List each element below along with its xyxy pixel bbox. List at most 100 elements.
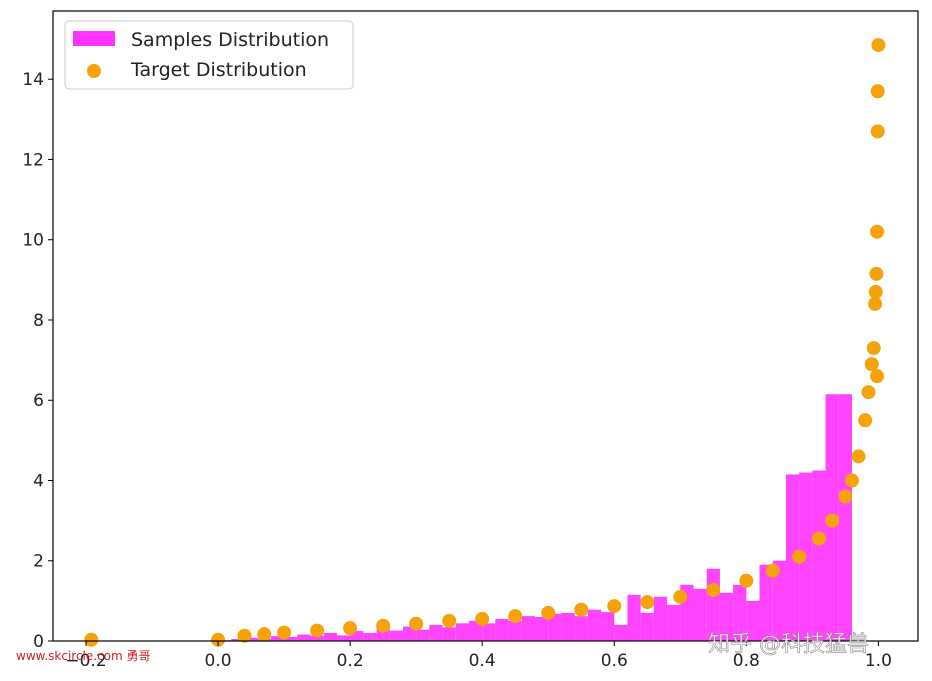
histogram-bar bbox=[627, 594, 641, 641]
histogram-bar bbox=[614, 624, 628, 641]
scatter-point bbox=[640, 595, 655, 610]
scatter-point bbox=[739, 573, 754, 588]
scatter-point bbox=[844, 473, 859, 488]
x-tick-label: −0.2 bbox=[65, 651, 106, 671]
scatter-point bbox=[838, 489, 853, 504]
histogram-bar bbox=[231, 638, 245, 641]
histogram-bar bbox=[653, 596, 668, 641]
y-tick-label: 14 bbox=[22, 70, 44, 90]
y-tick-label: 10 bbox=[22, 231, 44, 251]
scatter-point bbox=[868, 284, 883, 299]
histogram-bar bbox=[363, 632, 377, 641]
histogram-bar bbox=[270, 636, 285, 641]
scatter-point bbox=[870, 84, 885, 99]
scatter-point bbox=[574, 602, 589, 617]
scatter-point bbox=[870, 124, 885, 139]
scatter-point bbox=[871, 38, 886, 53]
scatter-point bbox=[866, 341, 881, 356]
legend-swatch-samples bbox=[73, 31, 115, 46]
histogram-bar bbox=[376, 628, 390, 641]
histogram-bar bbox=[587, 609, 602, 641]
histogram-bar bbox=[719, 592, 734, 641]
scatter-point bbox=[765, 563, 780, 578]
histogram-bar bbox=[772, 560, 786, 641]
y-tick-label: 4 bbox=[33, 471, 44, 491]
scatter-point bbox=[84, 632, 99, 647]
histogram-bar bbox=[468, 620, 483, 641]
y-tick-label: 12 bbox=[22, 150, 44, 170]
histogram-bar bbox=[455, 623, 469, 641]
y-tick-label: 6 bbox=[33, 391, 44, 411]
histogram-bar bbox=[667, 604, 681, 641]
scatter-points bbox=[84, 38, 886, 647]
histogram-bar bbox=[310, 635, 324, 641]
histogram-bar bbox=[561, 612, 575, 641]
scatter-point bbox=[442, 613, 457, 628]
scatter-point bbox=[792, 549, 807, 564]
scatter-point bbox=[869, 266, 884, 281]
x-axis: −0.2 0.0 0.2 0.4 0.6 0.8 1.0 bbox=[65, 641, 892, 671]
scatter-point bbox=[343, 621, 358, 636]
histogram-bar bbox=[640, 612, 654, 641]
scatter-point bbox=[673, 589, 688, 604]
watermark-right: 知乎 @科技猛兽 bbox=[708, 632, 869, 657]
histogram-bar bbox=[495, 618, 509, 641]
scatter-point bbox=[868, 296, 883, 311]
scatter-point bbox=[870, 369, 885, 384]
histogram-bar bbox=[284, 636, 298, 641]
histogram-bar bbox=[297, 634, 311, 641]
x-tick-label: 0.0 bbox=[205, 651, 232, 671]
histogram-bars bbox=[218, 394, 852, 641]
histogram-bar bbox=[244, 637, 258, 641]
histogram-bar bbox=[429, 624, 443, 641]
x-tick-label: 0.2 bbox=[337, 651, 364, 671]
y-tick-label: 0 bbox=[33, 632, 44, 652]
histogram-bar bbox=[746, 600, 760, 641]
watermark-left: www.skcircle.com 勇哥 bbox=[16, 649, 151, 663]
histogram-bar bbox=[838, 394, 852, 641]
histogram-bar bbox=[482, 623, 496, 641]
y-tick-label: 8 bbox=[33, 311, 44, 331]
histogram-bar bbox=[548, 613, 562, 641]
x-tick-label: 1.0 bbox=[865, 651, 892, 671]
scatter-point bbox=[277, 625, 292, 640]
scatter-point bbox=[858, 413, 873, 428]
histogram-bar bbox=[442, 627, 456, 641]
scatter-point bbox=[706, 583, 721, 598]
histogram-bar bbox=[733, 584, 747, 641]
histogram-bar bbox=[389, 630, 403, 641]
histogram-bar bbox=[706, 568, 720, 641]
histogram-bar bbox=[759, 564, 773, 641]
scatter-point bbox=[310, 623, 325, 638]
histogram-bar bbox=[323, 632, 337, 641]
scatter-point bbox=[409, 616, 424, 631]
scatter-point bbox=[851, 449, 866, 464]
legend-swatch-target bbox=[87, 64, 101, 78]
scatter-point bbox=[211, 632, 226, 647]
scatter-point bbox=[811, 531, 826, 546]
histogram-bar bbox=[508, 620, 522, 641]
legend-box bbox=[64, 20, 354, 90]
x-tick-label: 0.6 bbox=[601, 651, 628, 671]
histogram-bar bbox=[350, 630, 364, 641]
x-tick-label: 0.4 bbox=[469, 651, 496, 671]
x-tick-label: 0.8 bbox=[733, 651, 760, 671]
legend: Samples Distribution Target Distribution bbox=[64, 20, 354, 90]
scatter-point bbox=[237, 628, 252, 643]
histogram-bar bbox=[535, 616, 549, 641]
y-tick-label: 2 bbox=[33, 552, 44, 572]
scatter-point bbox=[475, 611, 490, 626]
scatter-point bbox=[861, 385, 876, 400]
scatter-point bbox=[541, 605, 556, 620]
histogram-bar bbox=[521, 616, 536, 641]
legend-label-target: Target Distribution bbox=[130, 59, 307, 81]
histogram-bar bbox=[812, 470, 826, 641]
scatter-point bbox=[870, 224, 885, 239]
scatter-point bbox=[257, 627, 272, 642]
scatter-point bbox=[508, 609, 523, 624]
histogram-bar bbox=[601, 612, 615, 641]
histogram-bar bbox=[693, 588, 707, 641]
histogram-bar bbox=[336, 635, 351, 641]
scatter-point bbox=[825, 513, 840, 528]
